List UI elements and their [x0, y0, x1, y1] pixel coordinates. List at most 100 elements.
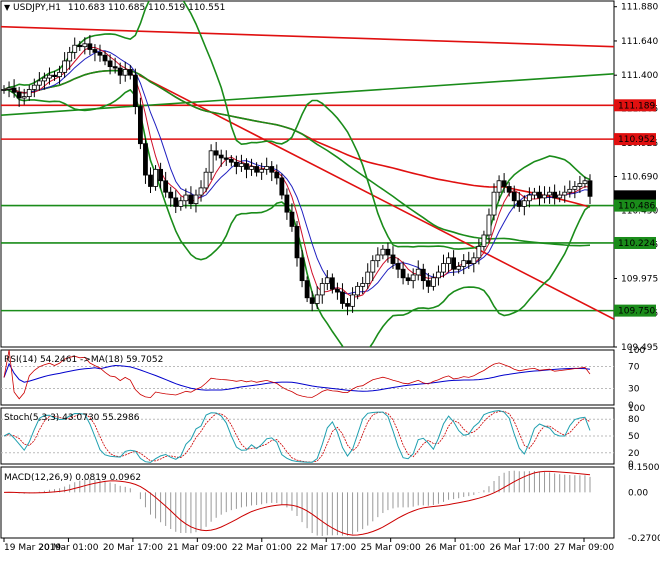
candle-body — [188, 194, 194, 205]
candle-body — [420, 268, 426, 282]
price-label-black: 110.551 — [618, 192, 655, 202]
stoch-tick-label: 50 — [628, 432, 640, 442]
rsi-label: RSI(14) 54.2461 ->MA(18) 59.7052 — [4, 355, 164, 365]
candle-body — [355, 285, 361, 296]
candle-body — [390, 254, 396, 264]
candle-body — [319, 283, 325, 296]
stoch-tick-label: 0 — [628, 460, 634, 470]
candle-body — [375, 254, 381, 262]
stoch-tick-label: 80 — [628, 415, 640, 425]
candle-body — [198, 187, 204, 196]
candle-body — [542, 194, 547, 199]
candle-body — [36, 80, 42, 86]
candle-body — [324, 277, 330, 284]
macd-tick-label: 0.00 — [628, 488, 648, 498]
x-tick-label: 19 Mar 2019 — [4, 543, 61, 553]
chart-ohlc: 110.683 110.685 110.519 110.551 — [67, 3, 226, 13]
candle-body — [360, 283, 366, 287]
candle-body — [345, 303, 350, 307]
price-tick-label: 111.640 — [621, 37, 658, 47]
candle-body — [218, 154, 224, 159]
candle-body — [122, 69, 128, 76]
candle-body — [47, 74, 52, 79]
candle-body — [335, 288, 340, 293]
candle-body — [148, 174, 153, 187]
candle-body — [137, 106, 143, 145]
rsi-tick-label: 30 — [628, 385, 640, 395]
candle-body — [163, 180, 169, 193]
price-tick-label: 111.400 — [621, 71, 658, 81]
candle-body — [11, 87, 17, 93]
candle-body — [314, 294, 320, 304]
candle-body — [239, 163, 244, 167]
chart-menu-icon[interactable]: ▼ — [4, 3, 11, 12]
candle-body — [476, 246, 482, 259]
candle-body — [481, 234, 487, 247]
candle-body — [516, 200, 522, 207]
candle-body — [526, 194, 532, 202]
price-label-bg-black — [614, 190, 656, 203]
candle-body — [294, 226, 300, 259]
candle-body — [82, 43, 88, 48]
price-label-bg-green — [614, 199, 656, 212]
candle-body — [491, 191, 497, 216]
candle-body — [132, 74, 138, 107]
candle-body — [279, 177, 285, 196]
candle-body — [441, 263, 446, 273]
candle-body — [153, 168, 158, 187]
price-tick-label: 110.690 — [621, 172, 658, 182]
candle-body — [304, 280, 310, 299]
candle-body — [223, 157, 229, 160]
candle-body — [451, 257, 457, 270]
price-label-bg-red — [614, 99, 656, 112]
candle-body — [127, 69, 133, 76]
price-label-green: 109.750 — [618, 307, 655, 317]
candle-body — [567, 188, 573, 193]
candle-body — [537, 191, 542, 199]
candle-body — [562, 191, 568, 196]
trendline-red — [138, 74, 614, 320]
x-tick-label: 27 Mar 09:00 — [554, 543, 614, 553]
candle-body — [178, 200, 184, 207]
candle-body — [461, 260, 467, 267]
candle-body — [213, 150, 219, 156]
candle-body — [284, 194, 290, 213]
candle-body — [21, 96, 27, 99]
candle-body — [16, 91, 22, 99]
candle-body — [340, 291, 345, 304]
candle-body — [410, 274, 416, 282]
candle-body — [92, 49, 98, 53]
candle-body — [400, 268, 406, 279]
macd-tick-label: -0.2700 — [628, 534, 660, 544]
trendline-green — [1, 72, 614, 116]
candle-body — [249, 166, 254, 170]
candle-body — [42, 77, 47, 82]
candle-body — [77, 44, 83, 48]
candle-body — [370, 260, 376, 273]
candle-body — [112, 66, 118, 69]
candle-body — [532, 191, 537, 196]
candle-body — [557, 194, 563, 199]
chart-symbol: USDJPY,H1 — [13, 3, 61, 13]
price-tick-label: 109.495 — [621, 343, 658, 353]
candle-body — [107, 60, 113, 68]
candle-body — [67, 51, 73, 62]
candle-body — [587, 180, 593, 197]
stoch-main-line — [3, 409, 591, 463]
x-tick-label: 21 Mar 09:00 — [167, 543, 227, 553]
candle-body — [158, 168, 164, 182]
x-tick-label: 26 Mar 17:00 — [490, 543, 550, 553]
candle-body — [446, 257, 451, 264]
trendline-red — [1, 25, 614, 48]
candle-body — [244, 163, 249, 170]
candle-body — [496, 180, 502, 193]
candle-body — [183, 194, 189, 202]
x-tick-label: 22 Mar 01:00 — [232, 543, 292, 553]
candle-body — [572, 186, 578, 190]
main-panel — [0, 0, 615, 348]
candle-body — [26, 89, 32, 97]
candle-body — [430, 277, 436, 287]
candle-body — [193, 194, 199, 205]
candle-body — [425, 280, 431, 287]
